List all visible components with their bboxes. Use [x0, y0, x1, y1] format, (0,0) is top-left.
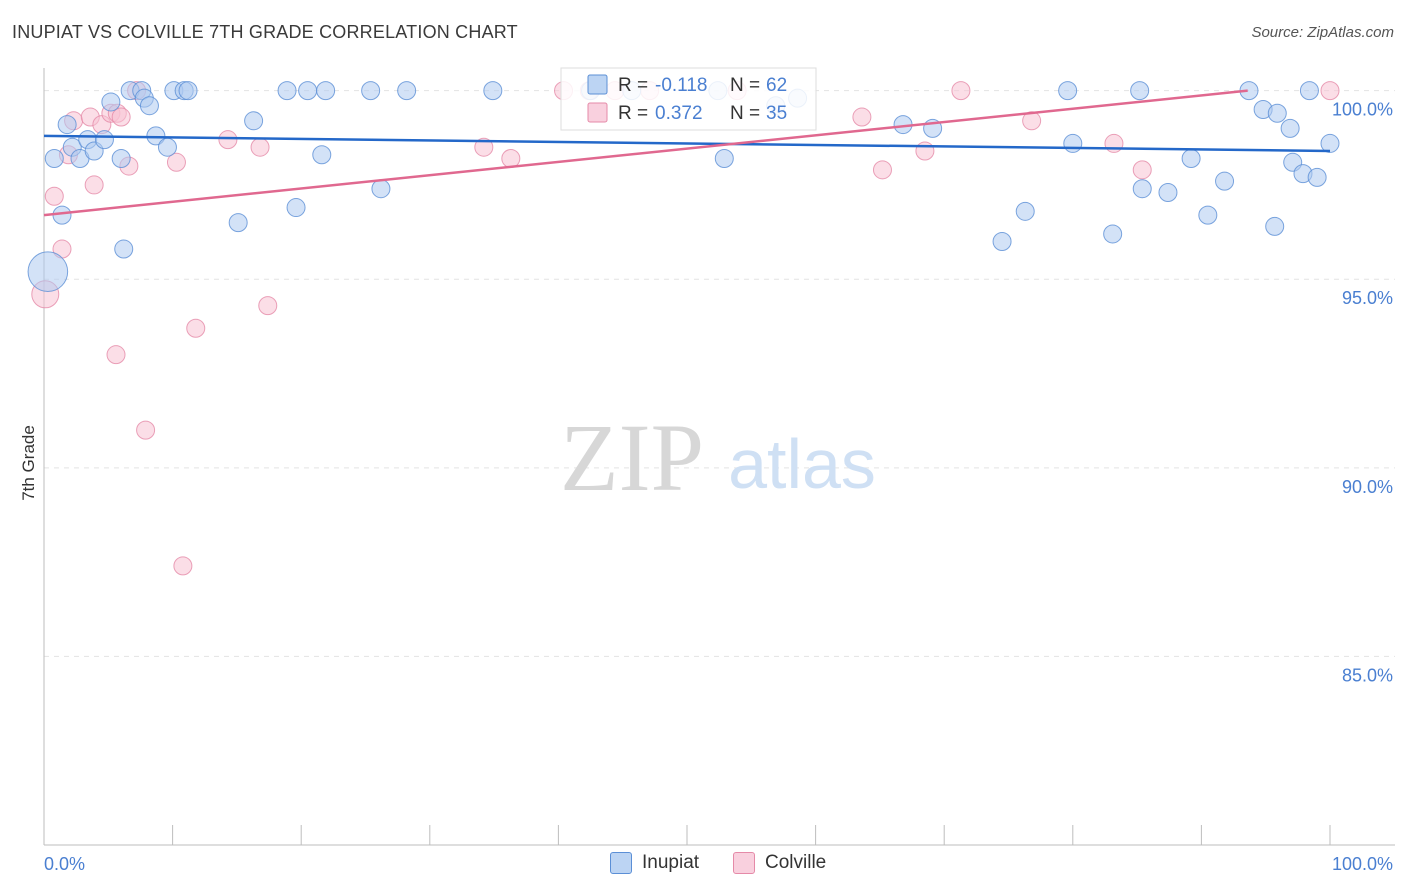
- colville-point: [44, 186, 64, 206]
- stats-swatch: [587, 102, 608, 123]
- y-tick-label: 100.0%: [1332, 100, 1393, 120]
- colville-point: [852, 107, 872, 127]
- colville-point: [106, 345, 126, 365]
- y-tick-label: 85.0%: [1342, 665, 1393, 685]
- watermark: ZIP atlas: [560, 404, 876, 511]
- stats-n-value: 62: [766, 75, 787, 96]
- colville-point: [474, 137, 494, 157]
- inupiat-point: [397, 81, 417, 101]
- colville-swatch: [733, 852, 755, 874]
- colville-point: [218, 130, 238, 150]
- inupiat-point: [1181, 149, 1201, 169]
- colville-point: [951, 81, 971, 101]
- inupiat-point: [1320, 133, 1340, 153]
- stats-n-value: 35: [766, 103, 787, 124]
- legend-item-inupiat[interactable]: Inupiat: [610, 852, 699, 874]
- colville-point: [84, 175, 104, 195]
- source-label: Source: ZipAtlas.com: [1251, 24, 1394, 41]
- stats-n-label: N =: [730, 75, 760, 96]
- inupiat-point: [1015, 201, 1035, 221]
- colville-point: [1320, 81, 1340, 101]
- colville-point: [501, 149, 521, 169]
- watermark-zip: ZIP: [560, 404, 704, 511]
- legend-label-inupiat: Inupiat: [642, 852, 700, 873]
- inupiat-point: [101, 92, 121, 112]
- series-legend: Inupiat Colville: [0, 850, 1406, 878]
- colville-point: [111, 107, 131, 127]
- inupiat-point: [312, 145, 332, 165]
- colville-point: [1132, 160, 1152, 180]
- inupiat-point: [361, 81, 381, 101]
- trend-lines: [43, 89, 1331, 217]
- inupiat-point: [298, 81, 318, 101]
- stats-r-value: -0.118: [655, 75, 707, 96]
- stats-r-label: R =: [618, 103, 648, 124]
- inupiat-point: [111, 149, 131, 169]
- inupiat-point: [714, 149, 734, 169]
- inupiat-point: [1103, 224, 1123, 244]
- colville-point: [136, 420, 156, 440]
- inupiat-point: [1280, 118, 1300, 138]
- inupiat-point: [94, 130, 114, 150]
- legend-item-colville[interactable]: Colville: [733, 852, 826, 874]
- inupiat-point: [1198, 205, 1218, 225]
- y-tick-labels: 100.0% 95.0% 90.0% 85.0%: [1332, 100, 1393, 686]
- colville-point: [250, 137, 270, 157]
- inupiat-point: [57, 115, 77, 135]
- chart-title: INUPIAT VS COLVILLE 7TH GRADE CORRELATIO…: [12, 22, 518, 42]
- inupiat-point: [1299, 81, 1319, 101]
- y-tick-label: 95.0%: [1342, 288, 1393, 308]
- inupiat-point: [178, 81, 198, 101]
- stats-r-value: 0.372: [655, 103, 703, 124]
- inupiat-point: [277, 81, 297, 101]
- inupiat-point: [1130, 81, 1150, 101]
- grid-lines: [44, 90, 1395, 657]
- colville-trend-line: [43, 89, 1248, 217]
- inupiat-point: [228, 213, 248, 233]
- inupiat-point: [157, 137, 177, 157]
- inupiat-swatch: [610, 852, 632, 874]
- inupiat-point: [1063, 133, 1083, 153]
- inupiat-point: [1132, 179, 1152, 199]
- colville-point: [258, 296, 278, 316]
- x-tick-labels: 0.0% 100.0%: [44, 854, 1393, 874]
- colville-point: [166, 152, 186, 172]
- inupiat-point: [371, 179, 391, 199]
- inupiat-point: [114, 239, 134, 259]
- inupiat-point: [316, 81, 336, 101]
- y-tick-label: 90.0%: [1342, 477, 1393, 497]
- inupiat-point: [1058, 81, 1078, 101]
- stats-legend: R = -0.118 N = 62 R = 0.372 N = 35: [560, 67, 817, 131]
- inupiat-point: [44, 149, 64, 169]
- watermark-atlas: atlas: [728, 425, 876, 503]
- inupiat-point: [1158, 182, 1178, 202]
- stats-n-label: N =: [730, 103, 760, 124]
- inupiat-point: [1307, 167, 1327, 187]
- inupiat-point: [244, 111, 264, 131]
- y-axis-label: 7th Grade: [19, 425, 38, 501]
- inupiat-point: [139, 96, 159, 116]
- inupiat-point: [483, 81, 503, 101]
- x-tick-label-max: 100.0%: [1332, 854, 1393, 874]
- colville-point: [915, 141, 935, 161]
- axes: [43, 68, 1395, 846]
- colville-point: [173, 556, 193, 576]
- colville-point: [872, 160, 892, 180]
- colville-point: [186, 318, 206, 338]
- x-tick-label-min: 0.0%: [44, 854, 85, 874]
- stats-r-label: R =: [618, 75, 648, 96]
- inupiat-point: [27, 251, 69, 292]
- inupiat-point: [1215, 171, 1235, 191]
- inupiat-trend-line: [43, 134, 1331, 153]
- inupiat-point: [286, 198, 306, 218]
- inupiat-point: [1265, 216, 1285, 236]
- inupiat-point: [992, 232, 1012, 252]
- legend-label-colville: Colville: [765, 852, 827, 873]
- inupiat-point: [1267, 103, 1287, 123]
- stats-swatch: [587, 74, 608, 95]
